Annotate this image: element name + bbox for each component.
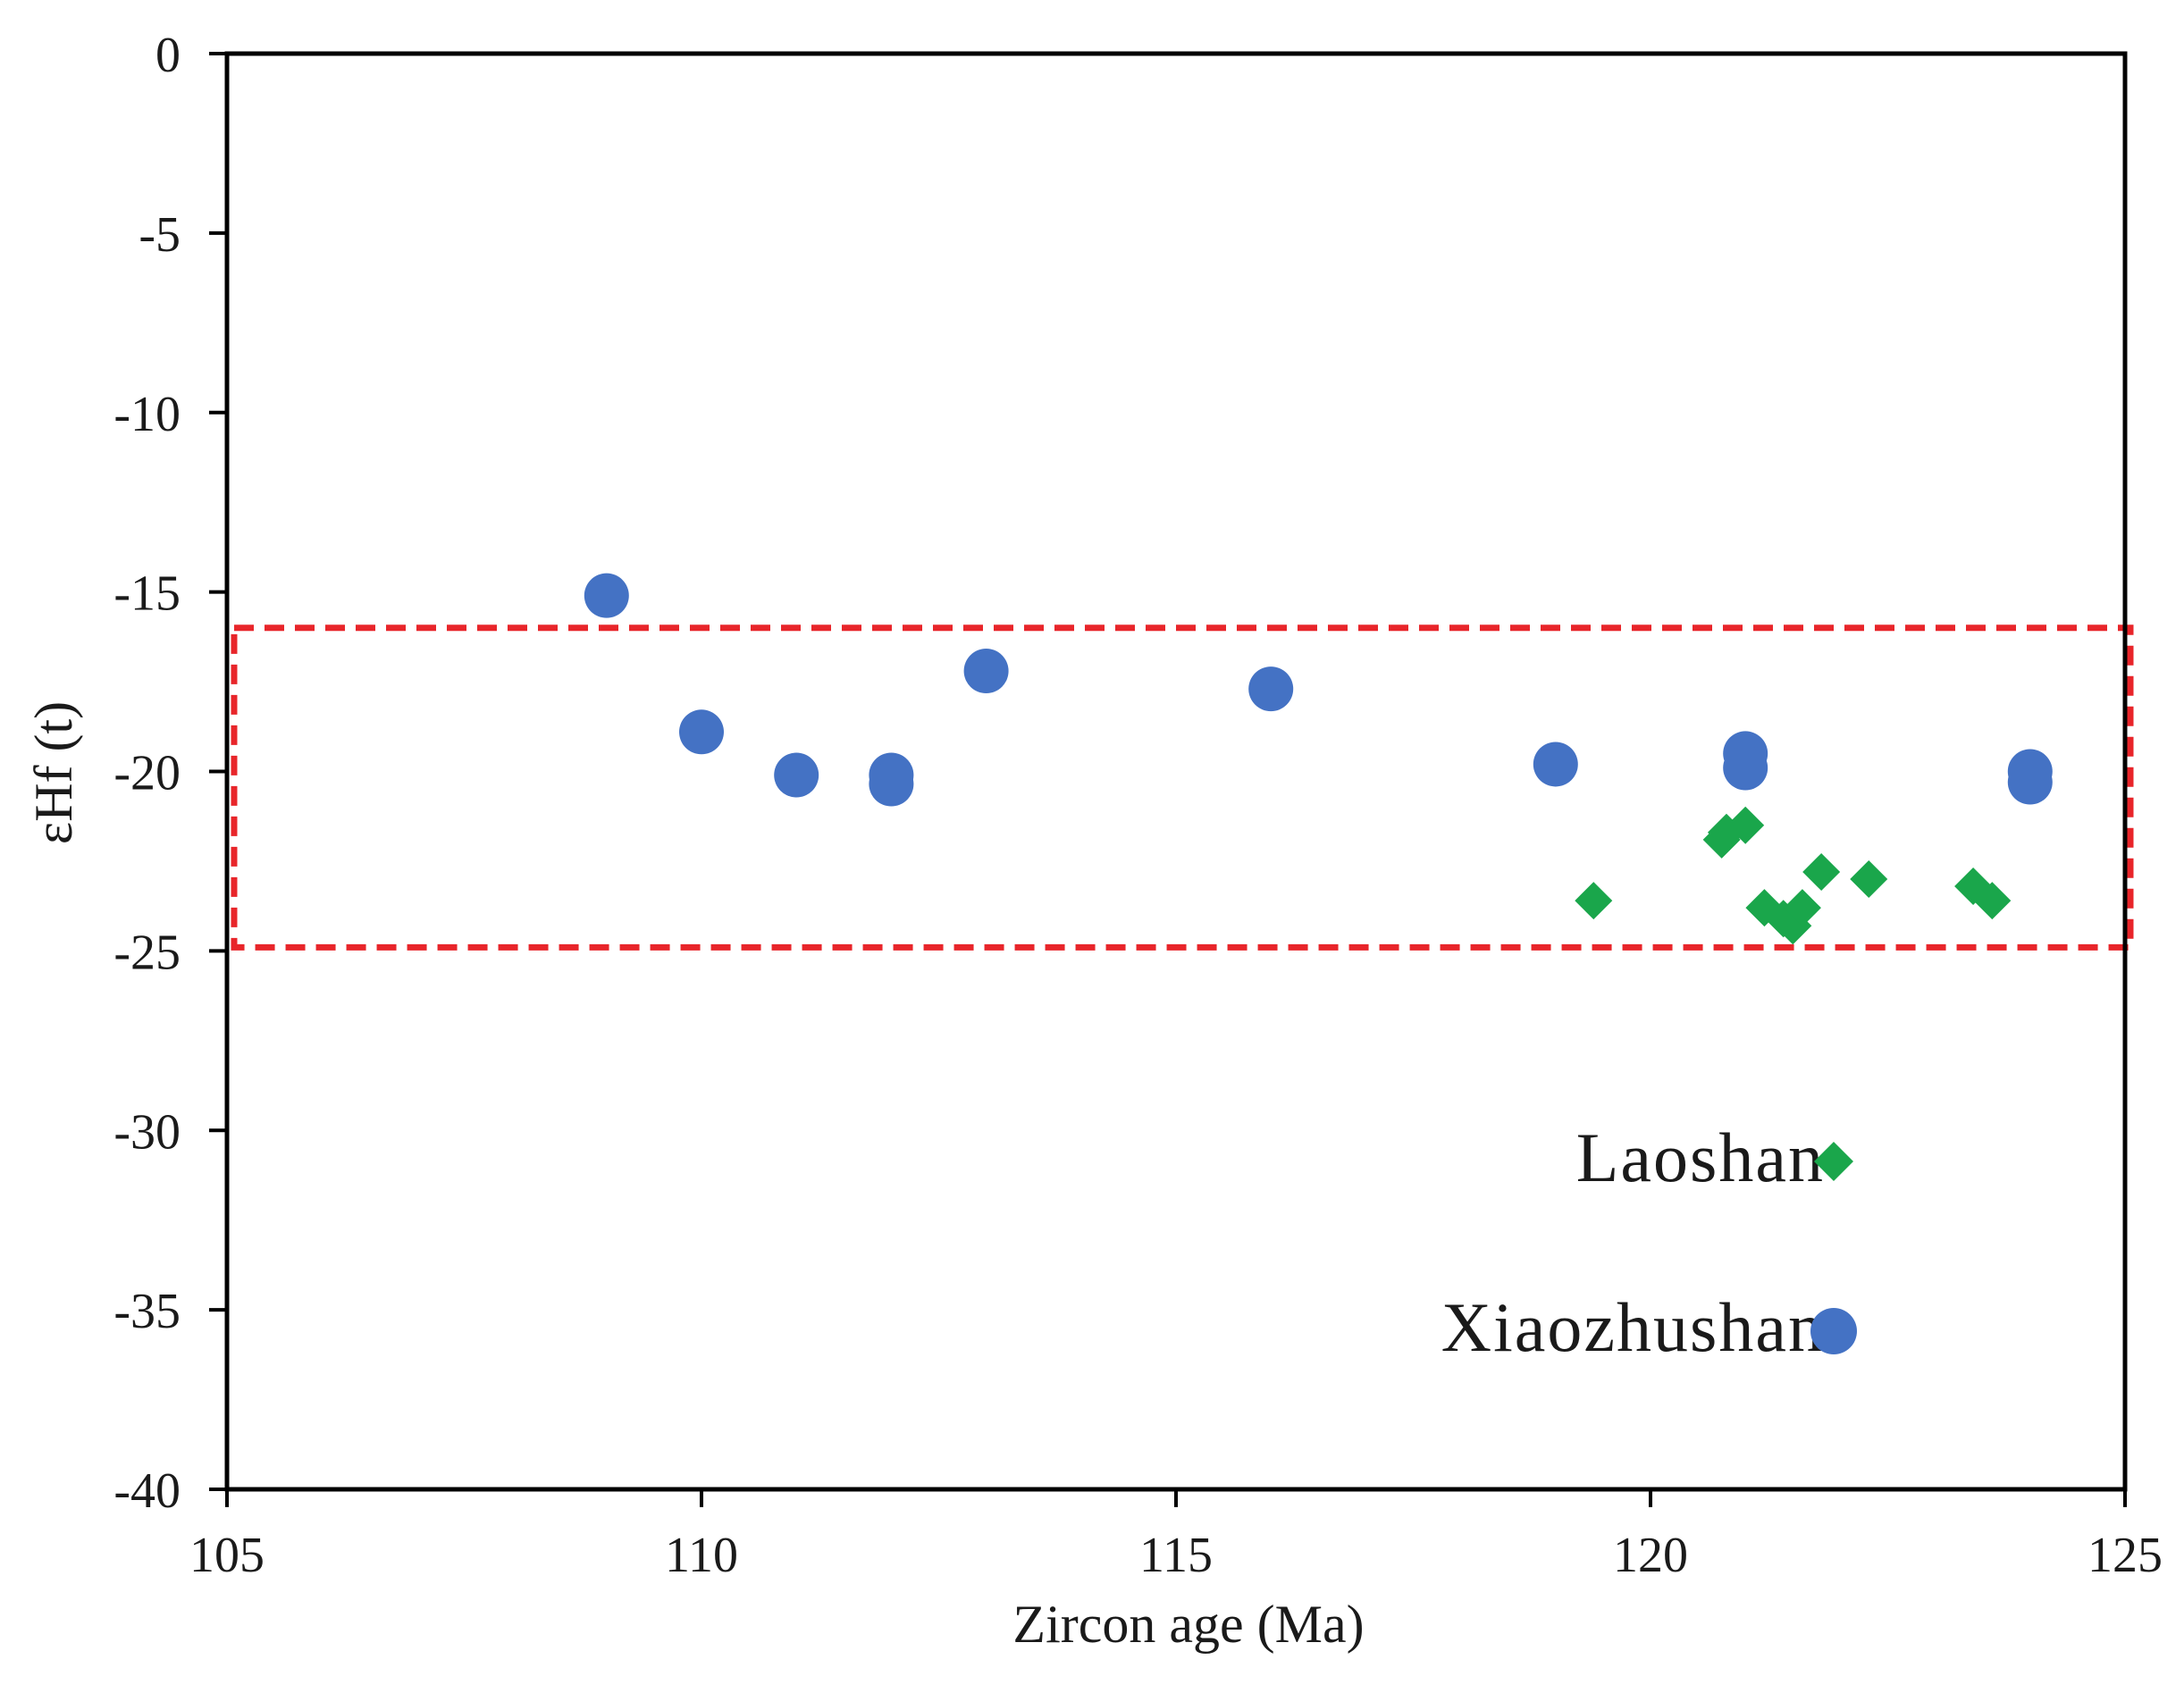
legend-label-laoshan: Laoshan bbox=[1576, 1119, 1825, 1196]
xiaozhushan-point bbox=[774, 752, 819, 798]
y-tick-label: -30 bbox=[113, 1104, 181, 1160]
xiaozhushan-point bbox=[2007, 759, 2053, 805]
x-tick-label: 105 bbox=[189, 1528, 265, 1583]
y-tick-label: -15 bbox=[113, 566, 181, 622]
x-axis-label: Zircon age (Ma) bbox=[1012, 1595, 1364, 1654]
legend-marker-laoshan bbox=[1814, 1142, 1853, 1181]
y-tick-label: -40 bbox=[113, 1463, 181, 1519]
legend-marker-xiaozhushan bbox=[1810, 1308, 1857, 1354]
y-tick-label: -5 bbox=[139, 207, 181, 263]
y-tick-label: -20 bbox=[113, 746, 181, 801]
x-tick-label: 120 bbox=[1613, 1528, 1688, 1583]
xiaozhushan-point bbox=[1248, 666, 1294, 712]
y-tick-label: -25 bbox=[113, 925, 181, 980]
laoshan-point bbox=[1802, 852, 1841, 891]
laoshan-point bbox=[1575, 882, 1613, 920]
x-tick-label: 115 bbox=[1139, 1528, 1213, 1583]
xiaozhushan-point bbox=[1723, 745, 1768, 791]
xiaozhushan-point bbox=[869, 761, 914, 807]
laoshan-point bbox=[1973, 882, 2012, 920]
y-axis-label: εHf (t) bbox=[24, 701, 83, 844]
xiaozhushan-point bbox=[679, 709, 724, 755]
laoshan-point bbox=[1774, 907, 1812, 945]
laoshan-point bbox=[1726, 806, 1765, 844]
laoshan-point bbox=[1745, 889, 1784, 927]
y-tick-label: -35 bbox=[113, 1284, 181, 1339]
y-tick-label: 0 bbox=[155, 28, 181, 83]
xiaozhushan-point bbox=[963, 649, 1009, 694]
xiaozhushan-point bbox=[584, 573, 629, 618]
laoshan-point bbox=[1850, 860, 1888, 899]
highlight-range-box bbox=[231, 624, 2134, 951]
xiaozhushan-point bbox=[1533, 742, 1578, 787]
x-tick-label: 125 bbox=[2087, 1528, 2163, 1583]
laoshan-point bbox=[1783, 889, 1821, 927]
legend-label-xiaozhushan: Xiaozhushan bbox=[1441, 1288, 1825, 1366]
x-tick-label: 110 bbox=[665, 1528, 738, 1583]
y-tick-label: -10 bbox=[113, 387, 181, 442]
